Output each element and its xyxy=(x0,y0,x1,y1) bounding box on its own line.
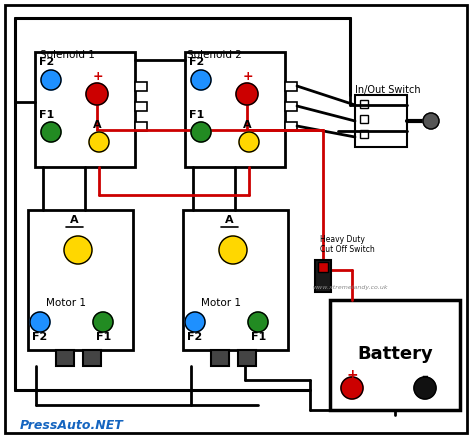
Circle shape xyxy=(414,377,436,399)
Text: Battery: Battery xyxy=(357,345,433,363)
Text: F1: F1 xyxy=(39,110,54,120)
Bar xyxy=(285,102,297,111)
Text: F1: F1 xyxy=(251,332,266,342)
Text: www.xtremelandy.co.uk: www.xtremelandy.co.uk xyxy=(312,285,388,290)
Bar xyxy=(83,350,101,366)
Text: Solenoid 1: Solenoid 1 xyxy=(40,50,95,60)
Text: F2: F2 xyxy=(39,57,54,67)
Circle shape xyxy=(239,132,259,152)
Text: Motor 1: Motor 1 xyxy=(46,298,86,308)
Text: F2: F2 xyxy=(189,57,204,67)
Bar xyxy=(318,262,328,272)
Circle shape xyxy=(89,132,109,152)
Bar xyxy=(360,115,368,123)
Bar xyxy=(56,350,74,366)
Text: A: A xyxy=(93,120,101,130)
Text: +: + xyxy=(243,70,254,83)
Circle shape xyxy=(41,70,61,90)
Bar xyxy=(355,95,407,147)
Bar xyxy=(360,130,368,138)
Text: Motor 1: Motor 1 xyxy=(201,298,241,308)
Text: Solenoid 2: Solenoid 2 xyxy=(187,50,242,60)
Text: F2: F2 xyxy=(32,332,47,342)
Text: In/Out Switch: In/Out Switch xyxy=(355,85,420,95)
Circle shape xyxy=(86,83,108,105)
Bar xyxy=(211,350,229,366)
Bar xyxy=(360,100,368,108)
Bar xyxy=(28,210,133,350)
Text: F1: F1 xyxy=(189,110,204,120)
Bar xyxy=(285,82,297,91)
Circle shape xyxy=(191,122,211,142)
Text: F1: F1 xyxy=(96,332,111,342)
Circle shape xyxy=(93,312,113,332)
Text: Heavy Duty
Cut Off Switch: Heavy Duty Cut Off Switch xyxy=(320,235,375,254)
Circle shape xyxy=(191,70,211,90)
Text: -: - xyxy=(421,368,428,386)
Text: A: A xyxy=(243,120,252,130)
Bar xyxy=(285,122,297,131)
Circle shape xyxy=(41,122,61,142)
Circle shape xyxy=(30,312,50,332)
Circle shape xyxy=(423,113,439,129)
Text: +: + xyxy=(93,70,104,83)
Circle shape xyxy=(185,312,205,332)
Bar xyxy=(238,350,256,366)
Text: +: + xyxy=(346,368,358,382)
Circle shape xyxy=(236,83,258,105)
Bar xyxy=(135,102,147,111)
Circle shape xyxy=(248,312,268,332)
Circle shape xyxy=(341,377,363,399)
Text: PressAuto.NET: PressAuto.NET xyxy=(20,419,124,432)
Text: A: A xyxy=(225,215,234,225)
Text: A: A xyxy=(70,215,79,225)
Bar xyxy=(315,260,331,292)
Circle shape xyxy=(219,236,247,264)
Text: F2: F2 xyxy=(187,332,202,342)
Bar xyxy=(135,82,147,91)
Circle shape xyxy=(64,236,92,264)
Bar xyxy=(183,210,288,350)
Bar xyxy=(185,52,285,167)
Bar xyxy=(135,122,147,131)
Bar xyxy=(35,52,135,167)
Bar xyxy=(330,300,460,410)
